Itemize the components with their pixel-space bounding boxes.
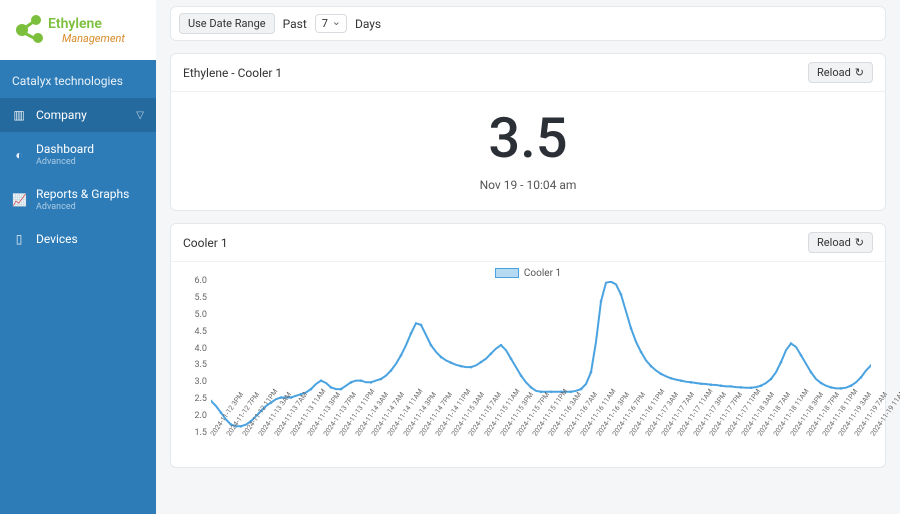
- date-range-panel: Use Date Range Past 7 Days: [170, 6, 886, 41]
- kpi-value: 3.5: [171, 110, 885, 166]
- chart-panel: Cooler 1 Reload ↻ Cooler 1 1.5 2.0 2.5 3.0 3…: [170, 223, 886, 468]
- y-tick: 4.5: [195, 327, 208, 337]
- chart-legend: Cooler 1: [181, 268, 875, 279]
- legend-swatch: [495, 268, 519, 278]
- kpi-title: Ethylene - Cooler 1: [183, 66, 282, 80]
- sidebar-item-sublabel: Advanced: [36, 157, 144, 167]
- sidebar-item-label: Devices: [36, 232, 144, 246]
- org-name: Catalyx technologies: [0, 60, 156, 98]
- sidebar-item-label: Company: [36, 108, 136, 122]
- y-tick: 2.5: [195, 394, 208, 404]
- reload-icon: ↻: [855, 66, 864, 79]
- chart-reload-button[interactable]: Reload ↻: [808, 232, 873, 253]
- sidebar-item-label: Reports & GraphsAdvanced: [36, 187, 144, 212]
- chart-area: 1.52.02.53.03.54.04.55.05.56.0 2024-11-1…: [181, 281, 875, 461]
- sidebar-item-devices[interactable]: ▯ Devices: [0, 222, 156, 256]
- brand-logo: Ethylene Management: [0, 0, 156, 60]
- gauge-icon: ◐: [12, 148, 26, 162]
- sidebar-item-reports-graphs[interactable]: 📈 Reports & GraphsAdvanced: [0, 177, 156, 222]
- days-label: Days: [355, 17, 381, 31]
- days-select[interactable]: 7: [315, 14, 347, 33]
- chart-icon: 📈: [12, 193, 26, 207]
- brand-line1: Ethylene: [48, 16, 102, 32]
- sidebar-item-dashboard[interactable]: ◐ DashboardAdvanced: [0, 132, 156, 177]
- y-tick: 6.0: [195, 276, 208, 286]
- x-axis: 2024-11-12 3PM2024-11-12 7PM2024-11-12 1…: [211, 433, 871, 483]
- use-date-range-button[interactable]: Use Date Range: [179, 13, 275, 34]
- y-tick: 3.5: [195, 360, 208, 370]
- y-tick: 3.0: [195, 377, 208, 387]
- kpi-panel: Ethylene - Cooler 1 Reload ↻ 3.5 Nov 19 …: [170, 53, 886, 211]
- building-icon: ▥: [12, 108, 26, 122]
- y-tick: 4.0: [195, 344, 208, 354]
- y-tick: 5.5: [195, 293, 208, 303]
- sidebar-item-company[interactable]: ▥ Company▽: [0, 98, 156, 132]
- sidebar: Ethylene Management Catalyx technologies…: [0, 0, 156, 514]
- sidebar-nav: ▥ Company▽ ◐ DashboardAdvanced 📈 Reports & Gr…: [0, 98, 156, 256]
- brand-line2: Management: [62, 32, 125, 45]
- main-content: Use Date Range Past 7 Days Ethylene - Co…: [156, 0, 900, 514]
- device-icon: ▯: [12, 232, 26, 246]
- legend-label: Cooler 1: [524, 268, 561, 279]
- sidebar-item-sublabel: Advanced: [36, 202, 144, 212]
- y-tick: 5.0: [195, 310, 208, 320]
- kpi-reload-button[interactable]: Reload ↻: [808, 62, 873, 83]
- kpi-timestamp: Nov 19 - 10:04 am: [171, 178, 885, 192]
- logo-icon: Ethylene Management: [10, 10, 140, 50]
- y-tick: 2.0: [195, 411, 208, 421]
- y-axis: 1.52.02.53.03.54.04.55.05.56.0: [181, 281, 209, 433]
- y-tick: 1.5: [195, 428, 208, 438]
- past-label: Past: [283, 17, 307, 31]
- reload-icon: ↻: [855, 236, 864, 249]
- chevron-down-icon: ▽: [136, 110, 144, 121]
- chart-title: Cooler 1: [183, 236, 228, 250]
- sidebar-item-label: DashboardAdvanced: [36, 142, 144, 167]
